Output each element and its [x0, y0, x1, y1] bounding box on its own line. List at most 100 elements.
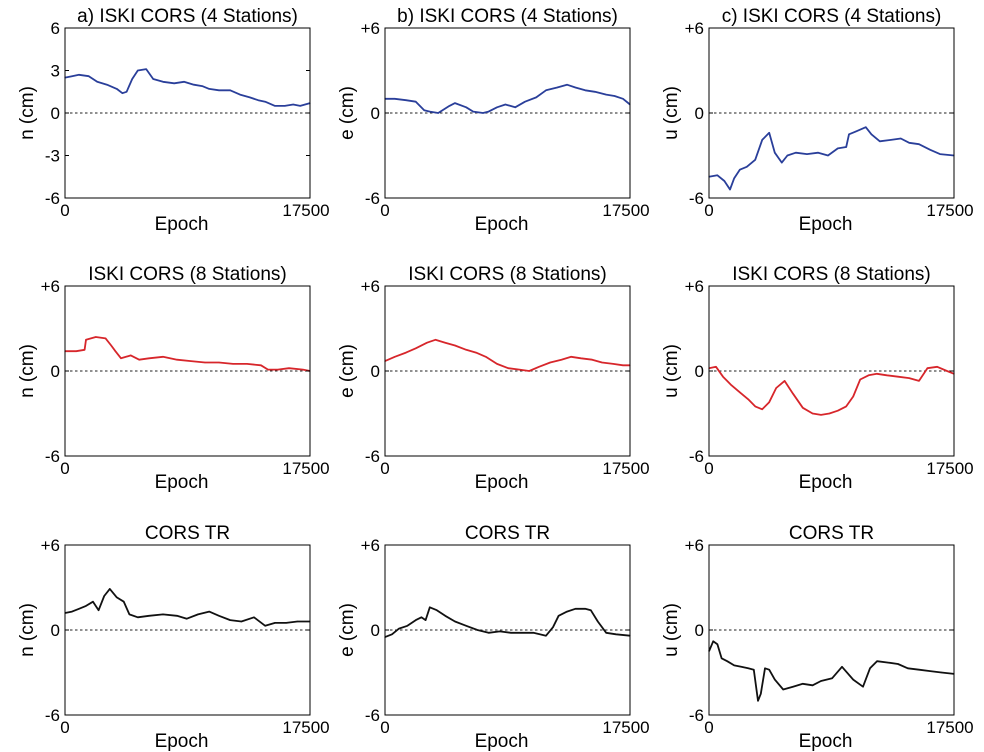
- data-point: [774, 679, 776, 681]
- y-axis-label: e (cm): [337, 344, 358, 398]
- data-point: [622, 364, 624, 366]
- data-point: [96, 81, 98, 83]
- y-axis-label: u (cm): [661, 603, 682, 657]
- data-point: [510, 632, 512, 634]
- data-point: [837, 410, 839, 412]
- data-point: [782, 688, 784, 691]
- data-point: [946, 370, 948, 372]
- data-point: [786, 154, 789, 157]
- y-tick-label: 0: [51, 104, 60, 123]
- y-axis-label: e (cm): [337, 86, 358, 140]
- y-tick-label: 6: [51, 19, 60, 38]
- data-point: [556, 86, 558, 89]
- y-tick-label: 0: [51, 362, 60, 381]
- data-point: [768, 669, 770, 671]
- chart-title: ISKI CORS (8 Stations): [732, 264, 931, 285]
- y-tick-label: +6: [685, 19, 704, 38]
- data-point: [716, 643, 719, 645]
- y-tick-label: 0: [695, 362, 704, 381]
- data-point: [775, 387, 777, 389]
- data-point: [114, 350, 116, 352]
- data-point: [747, 667, 749, 669]
- data-point: [929, 670, 931, 672]
- data-point: [817, 152, 819, 154]
- data-point: [98, 609, 100, 611]
- data-point: [897, 376, 899, 378]
- data-point: [926, 367, 929, 369]
- data-point: [715, 366, 717, 368]
- data-point: [518, 369, 521, 371]
- data-point: [774, 152, 776, 154]
- data-point: [887, 662, 889, 664]
- data-point: [193, 84, 195, 86]
- data-point: [760, 693, 762, 695]
- data-point: [95, 336, 97, 338]
- x-tick-label: 17500: [282, 718, 329, 737]
- data-point: [837, 147, 839, 149]
- x-tick-label: 17500: [926, 459, 973, 478]
- series-line-1: [65, 336, 311, 372]
- data-point: [131, 78, 133, 80]
- data-point: [940, 671, 943, 674]
- data-point: [862, 686, 864, 688]
- x-tick-label: 17500: [282, 201, 329, 220]
- data-point: [918, 669, 920, 671]
- data-point: [739, 391, 741, 393]
- data-point: [394, 98, 396, 100]
- data-point: [488, 632, 490, 634]
- data-point: [162, 613, 164, 616]
- data-point: [584, 608, 586, 610]
- x-tick-label: 17500: [926, 201, 973, 220]
- data-point: [558, 615, 560, 617]
- data-point: [260, 364, 262, 366]
- data-point: [747, 398, 749, 400]
- y-axis-label: u (cm): [661, 86, 682, 140]
- data-point: [570, 356, 572, 358]
- data-point: [299, 105, 301, 107]
- x-axis-label: Epoch: [475, 214, 529, 235]
- data-point: [85, 339, 87, 341]
- data-point: [855, 130, 857, 132]
- data-point: [907, 667, 909, 669]
- data-point: [415, 101, 417, 103]
- data-point: [939, 153, 941, 155]
- y-tick-label: -3: [45, 147, 60, 166]
- data-point: [768, 401, 770, 403]
- x-tick-label: 17500: [602, 718, 649, 737]
- data-point: [267, 369, 269, 371]
- x-axis-label: Epoch: [155, 472, 209, 493]
- data-point: [828, 412, 831, 415]
- data-point: [257, 99, 259, 101]
- x-tick-label: 0: [704, 718, 713, 737]
- data-point: [75, 350, 77, 352]
- y-tick-label: +6: [685, 277, 704, 296]
- data-point: [524, 101, 526, 103]
- data-point: [116, 88, 118, 90]
- data-point: [465, 625, 467, 627]
- chart-title: c) ISKI CORS (4 Stations): [722, 6, 942, 27]
- data-point: [545, 635, 547, 637]
- data-point: [437, 112, 439, 114]
- data-point: [454, 102, 456, 104]
- data-point: [753, 669, 755, 671]
- data-point: [538, 366, 540, 368]
- data-point: [249, 96, 251, 98]
- data-point: [197, 613, 199, 616]
- data-point: [173, 82, 175, 84]
- series-line-1: [708, 365, 955, 416]
- chart-title: CORS TR: [145, 523, 230, 544]
- data-point: [936, 366, 938, 368]
- data-point: [733, 664, 735, 667]
- data-point: [535, 96, 537, 98]
- data-point: [475, 352, 477, 354]
- data-point: [482, 112, 484, 114]
- data-point: [918, 143, 920, 145]
- x-tick-label: 0: [60, 718, 69, 737]
- data-point: [890, 139, 892, 141]
- data-point: [496, 106, 498, 108]
- series-line-1: [384, 338, 630, 372]
- data-point: [739, 169, 741, 171]
- data-point: [591, 359, 593, 361]
- data-point: [740, 666, 742, 668]
